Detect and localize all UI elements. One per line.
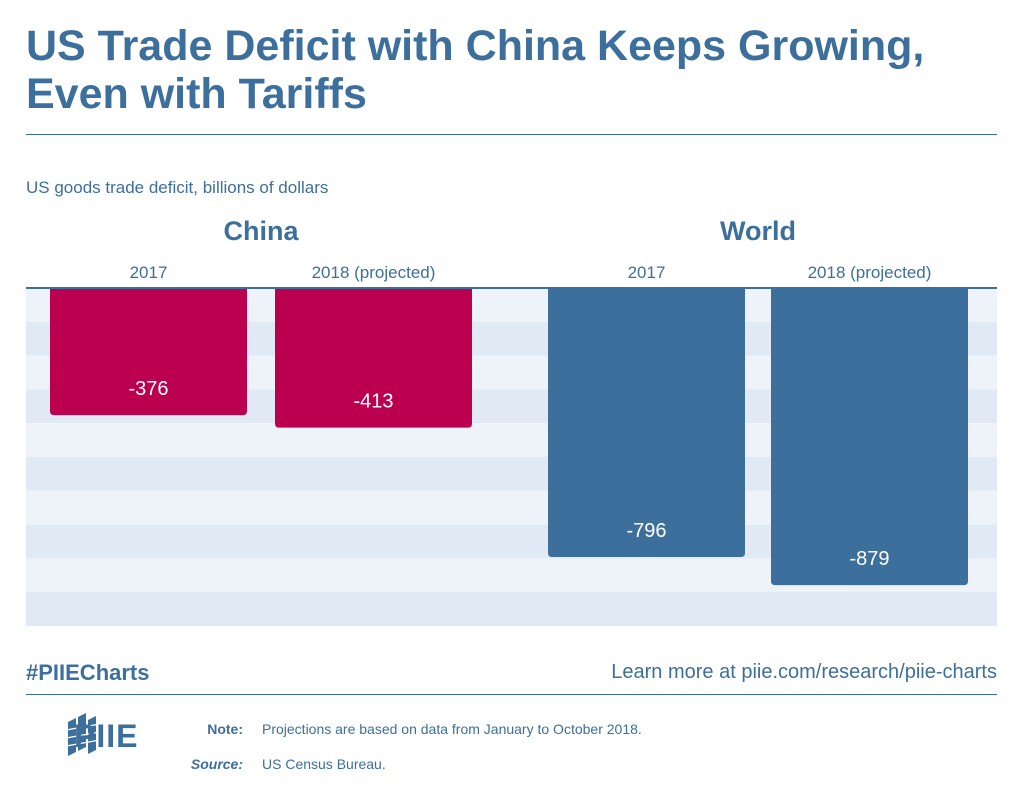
data-label: -413: [353, 391, 393, 413]
data-label: -879: [849, 548, 889, 570]
tick-label: 2017: [130, 263, 168, 282]
tick-label: 2018 (projected): [808, 263, 932, 282]
tick-label: 2017: [628, 263, 666, 282]
bar: [771, 288, 968, 586]
footer-divider: [26, 694, 997, 695]
data-label: -376: [128, 378, 168, 400]
bar-chart: China 2017 -376 2018 (projected) -413 World 20…: [26, 216, 997, 626]
chart-title: US Trade Deficit with China Keeps Growin…: [26, 22, 925, 118]
chart-subtitle: US goods trade deficit, billions of doll…: [26, 178, 329, 197]
note-label: Note:: [207, 721, 243, 737]
grid-band: [26, 592, 997, 626]
learn-more-link[interactable]: Learn more at piie.com/research/piie-cha…: [611, 661, 997, 683]
bar: [50, 288, 247, 416]
note-text: Projections are based on data from Janua…: [262, 721, 642, 737]
bar: [275, 288, 472, 428]
piie-logo-icon: [65, 713, 101, 756]
bar: [548, 288, 745, 558]
group-label: World: [720, 216, 796, 246]
group-label: China: [223, 216, 299, 246]
source-text: US Census Bureau.: [262, 756, 386, 772]
title-divider: [26, 134, 997, 135]
hashtag: #PIIECharts: [26, 660, 150, 685]
source-label: Source:: [190, 756, 243, 772]
piie-logo-text: PIIE: [74, 718, 139, 754]
data-label: -796: [626, 520, 666, 542]
tick-label: 2018 (projected): [312, 263, 436, 282]
